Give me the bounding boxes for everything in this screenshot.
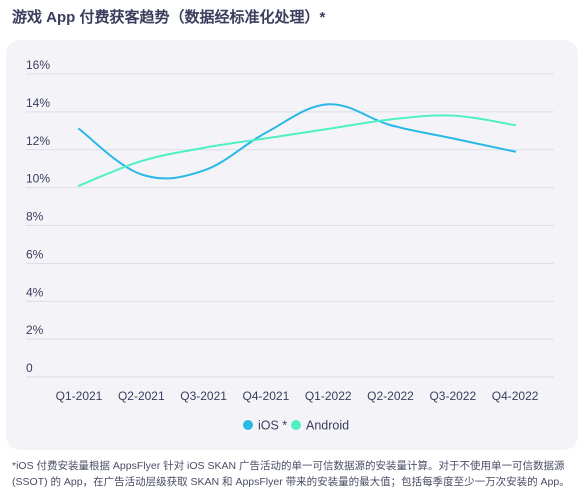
- x-tick-label: Q2-2021: [118, 389, 165, 403]
- legend-label: Android: [306, 419, 349, 433]
- y-tick-label: 12%: [26, 134, 50, 148]
- line-chart: 0 2% 4% 6% 8% 10% 12% 14% 16% Q1-2021 Q2-2021 Q3-20…: [26, 58, 554, 433]
- y-tick-label: 4%: [26, 285, 44, 299]
- y-tick-label: 16%: [26, 58, 50, 72]
- y-tick-label: 8%: [26, 210, 44, 224]
- footnote: *iOS 付费安装量根据 AppsFlyer 针对 iOS SKAN 广告活动的…: [12, 460, 570, 488]
- series-line-ios: [78, 103, 517, 180]
- x-tick-label: Q2-2022: [367, 389, 414, 403]
- x-tick-label: Q3-2022: [429, 389, 476, 403]
- series-line-android: [78, 114, 517, 187]
- legend-swatch: [291, 420, 301, 430]
- x-tick-label: Q1-2021: [56, 389, 103, 403]
- x-tick-label: Q3-2021: [180, 389, 227, 403]
- chart-card: 0 2% 4% 6% 8% 10% 12% 14% 16% Q1-2021 Q2-2021 Q3-20…: [6, 40, 578, 450]
- y-tick-label: 6%: [26, 247, 44, 261]
- y-tick-label: 10%: [26, 172, 50, 186]
- x-tick-label: Q4-2021: [243, 389, 290, 403]
- chart-title: 游戏 App 付费获客趋势（数据经标准化处理）*: [12, 9, 326, 26]
- legend-swatch: [243, 420, 253, 430]
- y-tick-label: 0: [26, 361, 33, 375]
- y-tick-label: 14%: [26, 96, 50, 110]
- legend-label: iOS *: [258, 419, 287, 433]
- y-tick-label: 2%: [26, 323, 44, 337]
- x-tick-label: Q1-2022: [305, 389, 352, 403]
- x-tick-label: Q4-2022: [492, 389, 539, 403]
